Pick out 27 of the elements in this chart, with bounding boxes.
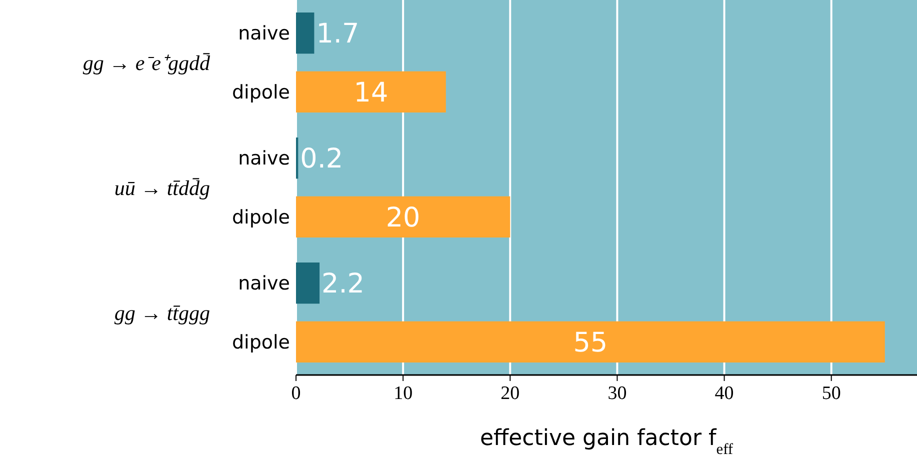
- data-label: 20: [386, 202, 420, 234]
- x-tick-label: 20: [500, 383, 520, 404]
- text: dipole: [232, 332, 290, 354]
- x-tick-label: 50: [822, 383, 841, 404]
- series-label: dipole: [232, 82, 290, 104]
- y-tick-label: gg → e⁻e⁺ggdd̄: [82, 50, 211, 75]
- y-tick-label: uū → tt̄dd̄g: [114, 176, 210, 200]
- x-tick-label: 0: [291, 383, 301, 404]
- bar: [296, 12, 314, 54]
- text: naive: [238, 148, 290, 170]
- data-label: 2.2: [322, 268, 365, 300]
- bar: [296, 71, 446, 112]
- x-tick-label: 10: [394, 383, 413, 404]
- x-tick-label: 40: [714, 383, 734, 404]
- text: dipole: [232, 206, 290, 229]
- series-label: naive: [238, 22, 290, 45]
- data-label: 1.7: [316, 18, 360, 50]
- data-label: 14: [354, 77, 388, 108]
- x-tick-label: 30: [608, 383, 627, 404]
- data-label: 55: [573, 327, 608, 358]
- data-label: 0.2: [300, 144, 344, 175]
- bar: [296, 321, 885, 362]
- bar: [296, 196, 510, 238]
- x-axis-title: effective gain factor f$_{eff}$: [480, 426, 734, 458]
- y-tick-label: gg → tt̄ggg: [114, 300, 210, 325]
- text: naive: [238, 272, 290, 295]
- bar: [296, 262, 320, 304]
